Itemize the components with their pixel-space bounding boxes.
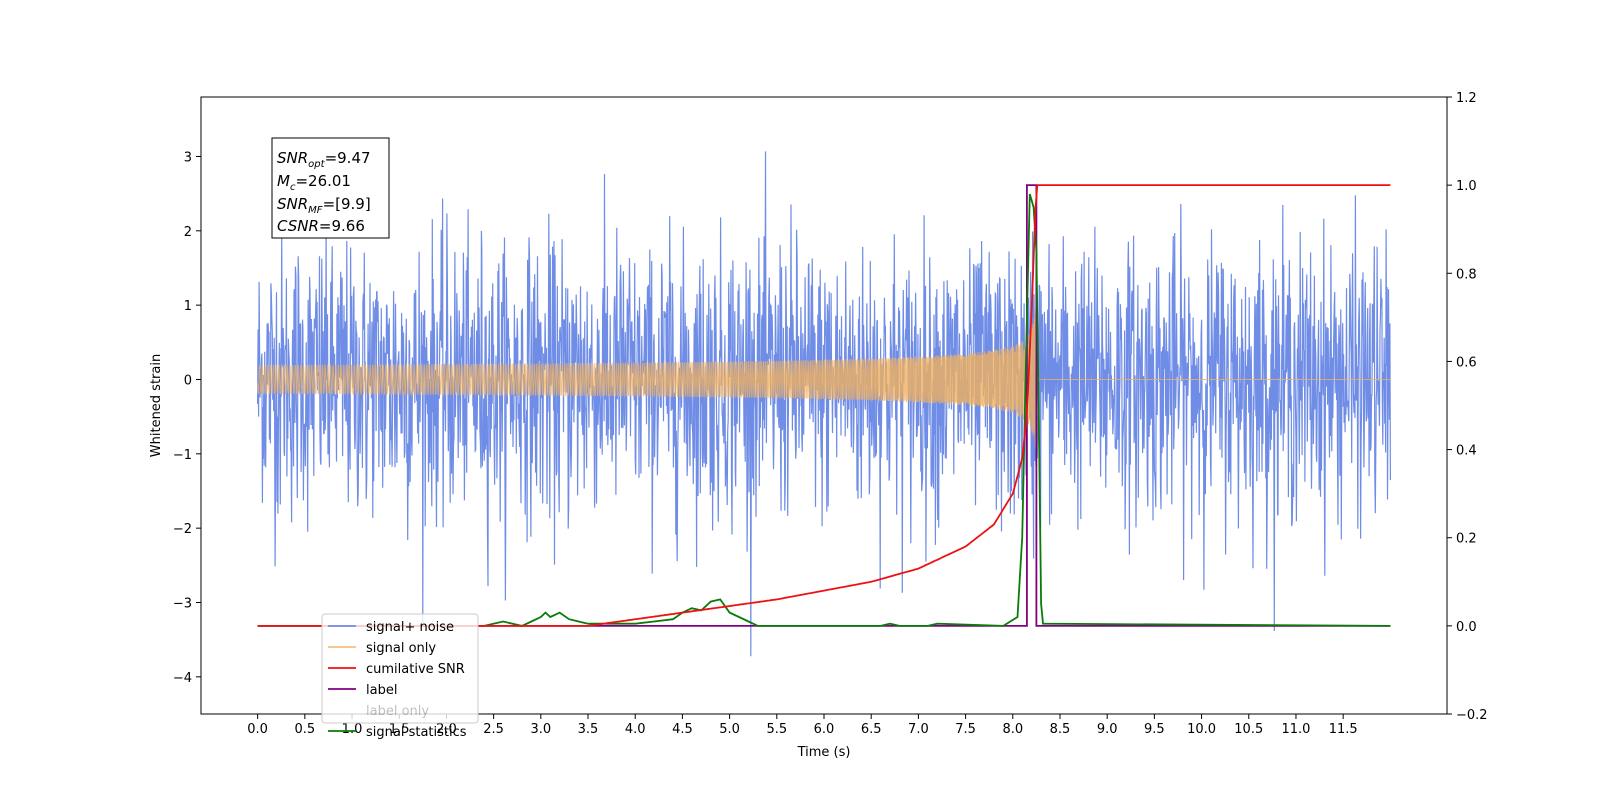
x-tick-label: 9.5: [1144, 722, 1165, 737]
x-tick-label: 0.5: [294, 722, 315, 737]
y-axis-label: Whitened strain: [149, 354, 164, 457]
x-tick-label: 0.0: [247, 722, 268, 737]
y-left-tick-label: −2: [173, 522, 192, 537]
x-tick-label: 11.5: [1329, 722, 1358, 737]
legend-entry: signal+ noise: [366, 620, 454, 635]
annotation-snr-opt: SNRopt=9.47: [277, 149, 371, 170]
noise-line: [257, 151, 1391, 657]
y-left-tick-label: 0: [184, 373, 192, 388]
x-tick-label: 5.0: [719, 722, 740, 737]
series-signal-only: [257, 307, 1391, 448]
y-right-tick-label: −0.2: [1456, 708, 1488, 723]
x-tick-label: 3.0: [530, 722, 551, 737]
legend-entry: label only: [366, 704, 429, 719]
annotation-snr-mf: SNRMF=[9.9]: [277, 195, 371, 216]
y-right-tick-label: 0.2: [1456, 532, 1477, 547]
x-tick-label: 10.5: [1234, 722, 1263, 737]
legend-entry: label: [366, 683, 397, 698]
series-signal-noise: [257, 151, 1391, 657]
x-tick-label: 7.5: [955, 722, 976, 737]
y-right-tick-label: 0.4: [1456, 444, 1477, 459]
y-left-tick-label: 1: [184, 299, 192, 314]
x-tick-label: 1.0: [342, 722, 363, 737]
signal-only-line: [257, 307, 1391, 448]
legend: signal+ noise signal only cumilative SNR la…: [321, 613, 479, 740]
x-axis-label: Time (s): [797, 745, 851, 760]
y-right-tick-label: 1.0: [1456, 179, 1477, 194]
x-tick-label: 10.0: [1187, 722, 1216, 737]
y-left-tick-label: −4: [173, 671, 192, 686]
x-tick-label: 4.0: [625, 722, 646, 737]
x-axis: 0.0 0.5 1.0 1.5 2.0 2.5 3.0 3.5 4.0 4.5 5.0 5.5 6.0 6…: [247, 714, 1358, 737]
x-tick-label: 2.0: [436, 722, 457, 737]
y-left-tick-label: 2: [184, 225, 192, 240]
legend-entry: signal statistics: [366, 725, 467, 740]
x-tick-label: 8.0: [1002, 722, 1023, 737]
x-tick-label: 9.0: [1097, 722, 1118, 737]
x-tick-label: 4.5: [672, 722, 693, 737]
annotation-box: SNRopt=9.47 Mc=26.01 SNRMF=[9.9] CSNR=9.…: [271, 137, 390, 239]
x-tick-label: 5.5: [766, 722, 787, 737]
y-right-tick-label: 0.8: [1456, 267, 1477, 282]
x-tick-label: 7.0: [908, 722, 929, 737]
y-right-tick-label: 0.6: [1456, 355, 1477, 370]
y-right-tick-label: 0.0: [1456, 620, 1477, 635]
legend-entry: signal only: [366, 641, 436, 656]
x-tick-label: 11.0: [1281, 722, 1310, 737]
x-tick-label: 1.5: [389, 722, 410, 737]
x-tick-label: 2.5: [483, 722, 504, 737]
x-tick-label: 8.5: [1050, 722, 1071, 737]
y-left-tick-label: −1: [173, 448, 192, 463]
y-left-tick-label: 3: [184, 150, 192, 165]
legend-entry: cumilative SNR: [366, 662, 465, 677]
y-left-tick-label: −3: [173, 596, 192, 611]
x-tick-label: 6.5: [861, 722, 882, 737]
x-tick-label: 3.5: [578, 722, 599, 737]
x-tick-label: 6.0: [814, 722, 835, 737]
y-axis-right: 1.2 1.0 0.8 0.6 0.4 0.2 0.0 −0.2: [1447, 91, 1488, 723]
y-right-tick-label: 1.2: [1456, 91, 1477, 106]
y-axis-left: 3 2 1 0 −1 −2 −3 −4: [173, 150, 201, 686]
annotation-mc: Mc=26.01: [277, 172, 351, 193]
plot-area: [257, 151, 1391, 657]
annotation-csnr: CSNR=9.66: [277, 217, 365, 235]
